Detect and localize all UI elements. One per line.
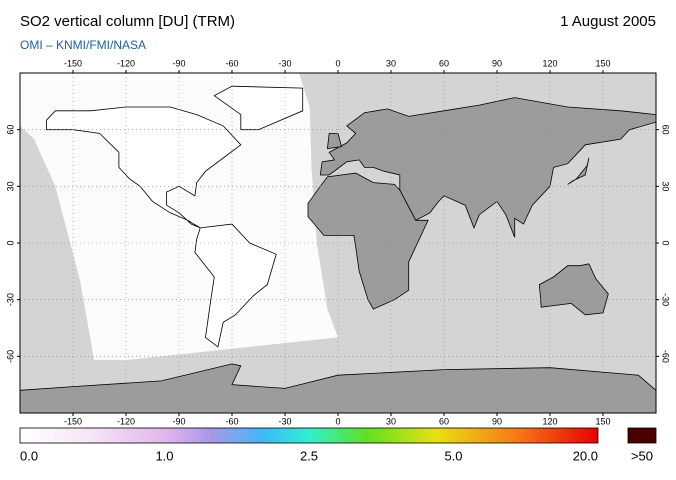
lat-tick-label: 0 — [5, 240, 15, 245]
landmass — [46, 106, 242, 229]
lon-tick-label: 60 — [439, 416, 449, 426]
lon-tick-label: -60 — [225, 416, 238, 426]
colorbar-label: 5.0 — [444, 448, 462, 463]
lat-tick-label: 60 — [5, 125, 15, 135]
landmass — [538, 263, 609, 316]
lat-tick-label: 0 — [661, 240, 671, 245]
colorbar-label: 0.0 — [20, 448, 38, 463]
lon-tick-label: -30 — [278, 58, 291, 68]
colorbar-label: 2.5 — [300, 448, 318, 463]
colorbar-label: 1.0 — [155, 448, 173, 463]
title: SO2 vertical column [DU] (TRM) — [20, 13, 235, 30]
lon-tick-label: 90 — [492, 58, 502, 68]
lat-tick-label: -30 — [5, 293, 15, 306]
lon-tick-label: -90 — [172, 416, 185, 426]
lon-tick-label: -150 — [64, 58, 82, 68]
credit: OMI – KNMI/FMI/NASA — [20, 38, 146, 52]
lat-tick-label: -60 — [661, 350, 671, 363]
landmass — [213, 85, 304, 131]
lon-tick-label: -120 — [117, 58, 135, 68]
lon-tick-label: 150 — [595, 416, 610, 426]
landmass — [20, 363, 656, 413]
lon-tick-label: -120 — [117, 416, 135, 426]
colorbar-overflow — [627, 427, 657, 444]
landmass — [567, 157, 590, 185]
landmass — [194, 223, 277, 348]
lon-tick-label: -30 — [278, 416, 291, 426]
lat-tick-label: -60 — [5, 350, 15, 363]
lon-tick-label: 30 — [386, 416, 396, 426]
lon-tick-label: 60 — [439, 58, 449, 68]
lon-tick-label: 90 — [492, 416, 502, 426]
lon-tick-label: -90 — [172, 58, 185, 68]
lon-tick-label: 120 — [542, 58, 557, 68]
lon-tick-label: -150 — [64, 416, 82, 426]
lon-tick-label: 0 — [335, 416, 340, 426]
lat-tick-label: -30 — [661, 293, 671, 306]
colorbar-overflow-label: >50 — [631, 448, 653, 463]
lat-tick-label: 30 — [661, 181, 671, 191]
landmass — [307, 172, 429, 310]
lon-tick-label: 30 — [386, 58, 396, 68]
lon-tick-label: 120 — [542, 416, 557, 426]
lat-tick-label: 30 — [5, 181, 15, 191]
date: 1 August 2005 — [560, 13, 656, 30]
lon-tick-label: 0 — [335, 58, 340, 68]
lat-tick-label: 60 — [661, 125, 671, 135]
landmass — [319, 97, 656, 238]
lon-tick-label: -60 — [225, 58, 238, 68]
colorbar — [19, 427, 599, 444]
colorbar-label: 20.0 — [573, 448, 598, 463]
map — [20, 73, 656, 413]
lon-tick-label: 150 — [595, 58, 610, 68]
